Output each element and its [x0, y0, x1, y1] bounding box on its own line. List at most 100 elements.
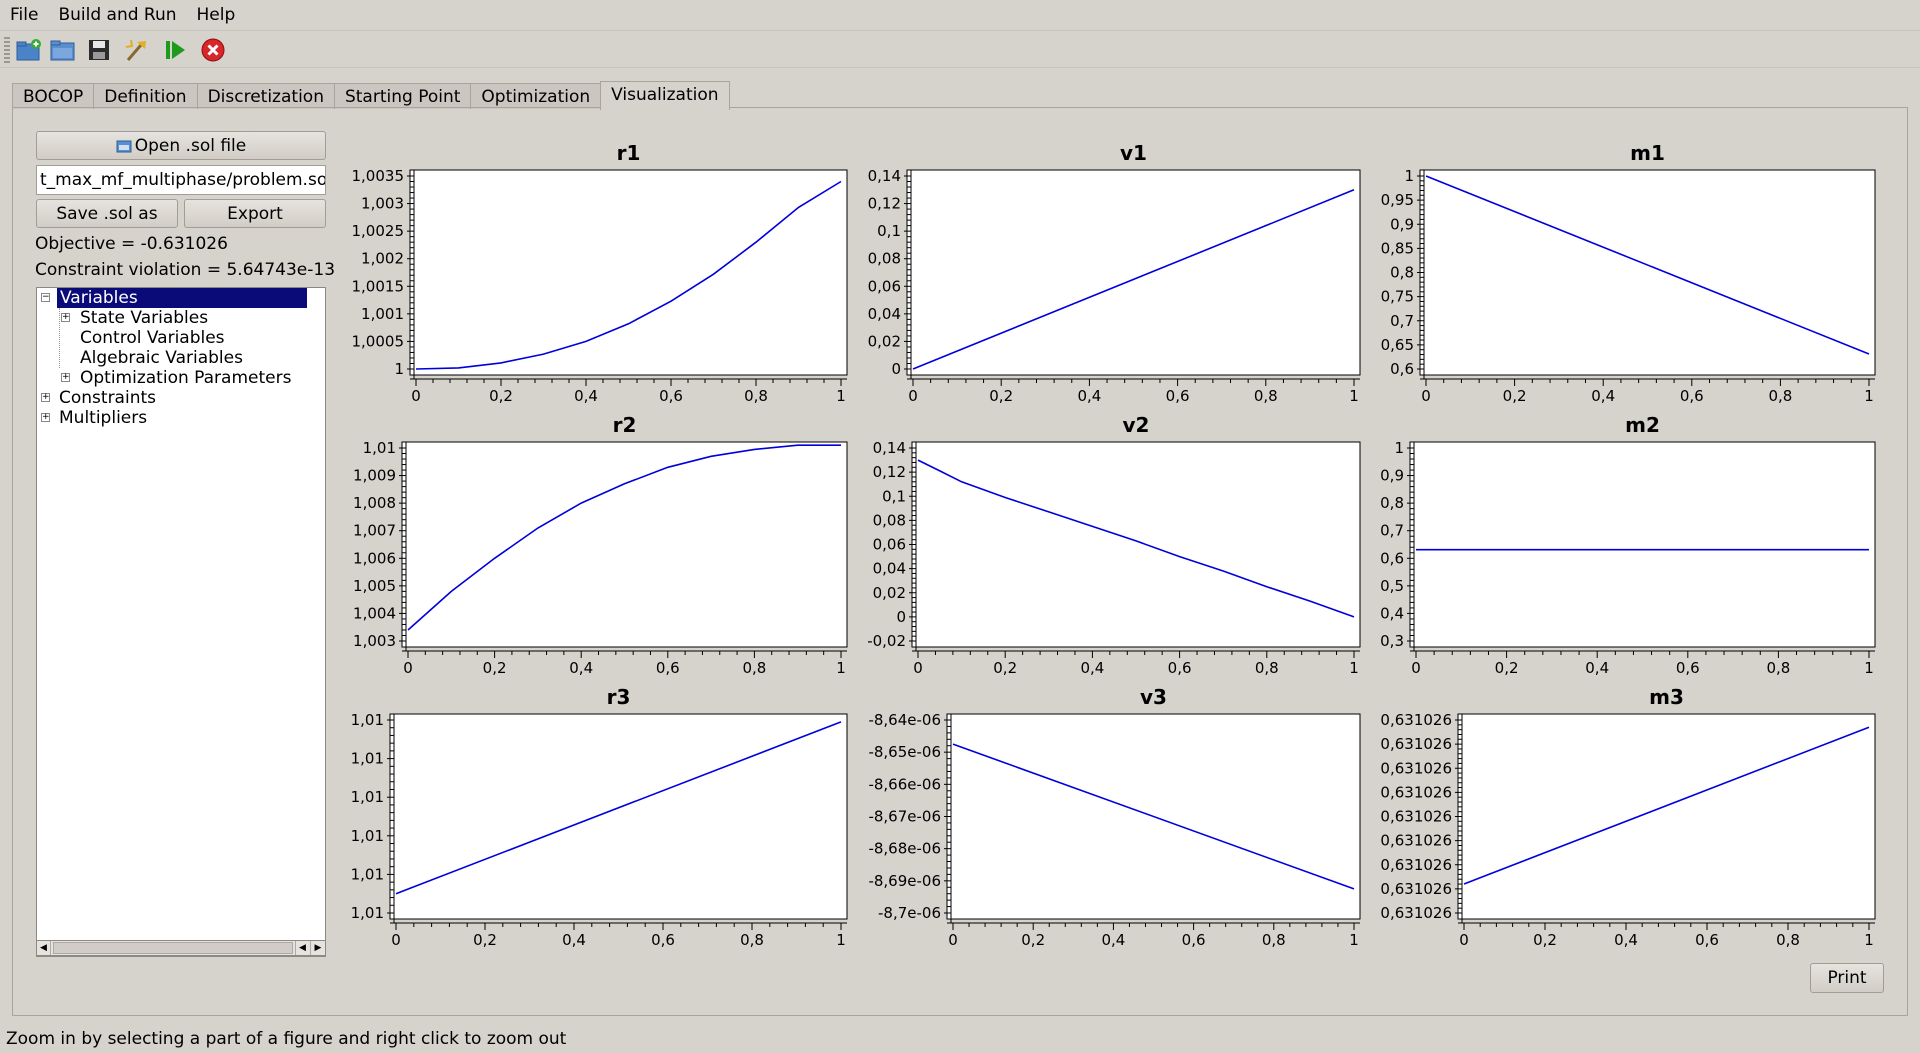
x-tick-label-m1: 0,4: [1591, 387, 1615, 405]
y-tick-label-m3: 0,631026: [1380, 832, 1452, 850]
expand-constraints-icon[interactable]: +: [41, 392, 50, 402]
open-folder-icon: [50, 40, 75, 61]
y-tick-label-m2: 0,3: [1380, 632, 1404, 650]
tab-bocop[interactable]: BOCOP: [12, 83, 95, 109]
x-tick-label-m2: 0,4: [1585, 659, 1609, 677]
y-tick-label-m3: 0,631026: [1380, 711, 1452, 729]
scroll-right-icon[interactable]: ▶: [310, 941, 325, 955]
y-tick-label-r1: 1: [394, 360, 404, 378]
tab-starting-point[interactable]: Starting Point: [333, 83, 472, 109]
y-tick-label-r3: 1,01: [351, 711, 384, 729]
x-tick-label-m1: 0,2: [1503, 387, 1527, 405]
collapse-variables-icon[interactable]: −: [41, 292, 50, 302]
export-button[interactable]: Export: [184, 199, 326, 228]
y-tick-label-r1: 1,0015: [352, 277, 405, 295]
plot-m2: [1409, 441, 1876, 648]
tree-item-multipliers[interactable]: Multipliers: [59, 408, 148, 428]
menu-help[interactable]: Help: [196, 5, 236, 25]
x-tick-label-v1: 1: [1349, 387, 1359, 405]
tree-item-variables[interactable]: Variables: [57, 288, 307, 308]
y-tick-label-r1: 1,0035: [352, 167, 405, 185]
y-tick-label-v1: 0,1: [877, 222, 901, 240]
tab-definition[interactable]: Definition: [93, 83, 198, 109]
chart-title-m3: m3: [1649, 685, 1684, 709]
x-tick-label-v1: 0,8: [1254, 387, 1278, 405]
x-tick-label-v1: 0: [908, 387, 918, 405]
expand-optimization-parameters-icon[interactable]: +: [61, 372, 70, 382]
x-tick-label-r1: 1: [836, 387, 846, 405]
menu-file[interactable]: File: [10, 5, 39, 25]
tab-bar: BOCOP Definition Discretization Starting…: [12, 81, 730, 110]
save-button[interactable]: [84, 36, 114, 64]
run-button[interactable]: [160, 36, 190, 64]
save-sol-as-button[interactable]: Save .sol as: [36, 199, 178, 228]
new-project-icon: [16, 39, 41, 61]
variables-tree[interactable]: − Variables + State Variables Control Va…: [36, 287, 326, 957]
y-tick-label-m2: 0,6: [1380, 549, 1404, 567]
y-tick-label-m1: 0,65: [1381, 336, 1414, 354]
menu-build-and-run[interactable]: Build and Run: [58, 5, 177, 25]
expand-multipliers-icon[interactable]: +: [41, 412, 50, 422]
x-tick-label-m3: 0: [1459, 931, 1469, 949]
open-folder-button[interactable]: [48, 36, 78, 64]
y-tick-label-m1: 0,75: [1381, 288, 1414, 306]
y-tick-label-r2: 1,008: [353, 494, 396, 512]
chart-title-v3: v3: [1140, 685, 1167, 709]
build-button[interactable]: [122, 36, 152, 64]
save-sol-as-label: Save .sol as: [56, 203, 158, 224]
y-tick-label-r2: 1,01: [363, 439, 396, 457]
x-tick-label-m2: 0,2: [1495, 659, 1519, 677]
chart-title-v1: v1: [1120, 141, 1147, 165]
x-tick-label-v2: 1: [1349, 659, 1359, 677]
toolbar-grip[interactable]: [4, 37, 10, 63]
y-tick-label-m2: 0,9: [1380, 467, 1404, 485]
scroll-left-alt-icon[interactable]: ◀: [295, 941, 309, 955]
chart-title-m2: m2: [1625, 413, 1660, 437]
tree-item-control-variables[interactable]: Control Variables: [80, 328, 225, 348]
plot-m3: [1457, 713, 1876, 920]
tab-discretization[interactable]: Discretization: [196, 83, 335, 109]
x-tick-label-r2: 0,6: [656, 659, 680, 677]
open-sol-button[interactable]: Open .sol file: [36, 131, 326, 160]
y-tick-label-m1: 0,9: [1390, 215, 1414, 233]
x-tick-label-v1: 0,4: [1077, 387, 1101, 405]
tab-visualization[interactable]: Visualization: [600, 81, 730, 110]
tree-horizontal-scrollbar[interactable]: ◀ ◀ ▶: [36, 940, 326, 956]
tab-optimization[interactable]: Optimization: [470, 83, 602, 109]
tree-item-constraints[interactable]: Constraints: [59, 388, 156, 408]
tree-item-algebraic-variables[interactable]: Algebraic Variables: [80, 348, 243, 368]
charts-svg[interactable]: r1 0 0,2 0,4 0,6 0,8 1 1 1,0005 1,001 1,0015 1,002 1…: [330, 128, 1910, 958]
x-tick-label-r1: 0,2: [489, 387, 513, 405]
x-tick-label-m2: 1: [1864, 659, 1874, 677]
y-tick-label-v1: 0,02: [868, 332, 901, 350]
y-tick-label-v3: -8,65e-06: [868, 743, 941, 761]
scroll-left-icon[interactable]: ◀: [37, 941, 51, 955]
y-tick-label-r2: 1,007: [353, 522, 396, 540]
y-tick-label-v1: 0,12: [868, 195, 901, 213]
build-icon: [125, 39, 146, 61]
x-tick-label-v2: 0,2: [993, 659, 1017, 677]
x-tick-label-r2: 0,8: [742, 659, 766, 677]
plot-r1: [409, 169, 848, 376]
scrollbar-thumb[interactable]: [53, 942, 293, 954]
expand-state-variables-icon[interactable]: +: [61, 312, 70, 322]
charts-grid[interactable]: r1 0 0,2 0,4 0,6 0,8 1 1 1,0005 1,001 1,0015 1,002 1…: [330, 128, 1910, 958]
stop-button[interactable]: [198, 36, 228, 64]
y-tick-label-m2: 0,5: [1380, 577, 1404, 595]
chart-title-v2: v2: [1123, 413, 1150, 437]
y-tick-label-v3: -8,68e-06: [868, 840, 941, 858]
tree-item-optimization-parameters[interactable]: Optimization Parameters: [80, 368, 292, 388]
y-tick-label-v1: 0,06: [868, 277, 901, 295]
tree-item-state-variables[interactable]: State Variables: [80, 308, 209, 328]
y-tick-label-v2: 0,08: [873, 511, 906, 529]
x-tick-label-m3: 1: [1864, 931, 1874, 949]
x-tick-label-v2: 0,6: [1168, 659, 1192, 677]
print-button[interactable]: Print: [1810, 963, 1884, 993]
x-tick-label-v2: 0,8: [1255, 659, 1279, 677]
x-tick-label-v2: 0,4: [1080, 659, 1104, 677]
file-path-input[interactable]: t_max_mf_multiphase/problem.sol: [36, 165, 326, 195]
plot-r2: [401, 441, 848, 648]
new-project-button[interactable]: [14, 36, 44, 64]
x-tick-label-m3: 0,2: [1533, 931, 1557, 949]
series-line-m1: [1425, 175, 1870, 355]
